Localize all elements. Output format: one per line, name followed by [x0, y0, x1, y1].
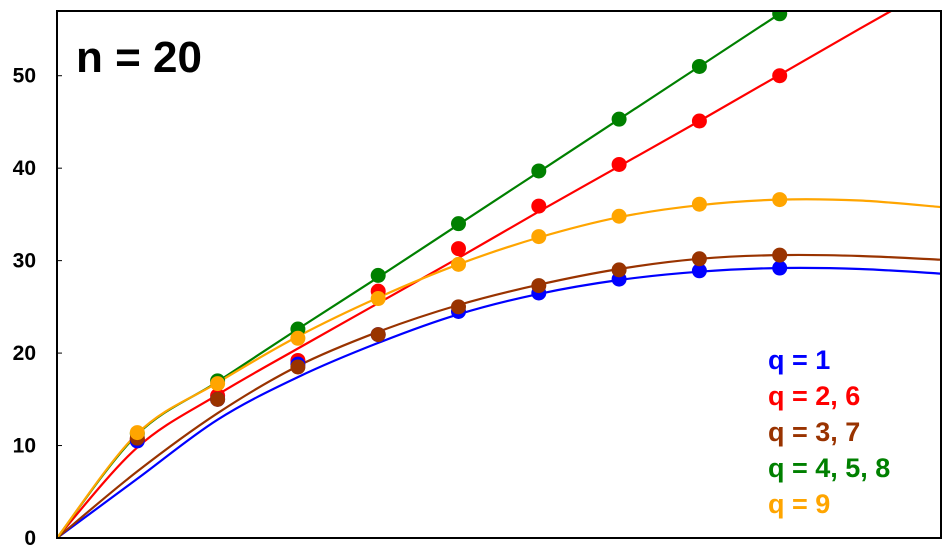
data-point-series-1: [611, 156, 627, 172]
y-tick-label: 20: [13, 342, 36, 365]
data-point-series-2: [370, 327, 386, 343]
data-point-series-3: [691, 58, 707, 74]
y-tick-label: 40: [13, 157, 36, 180]
y-tick-label: 0: [24, 527, 36, 550]
data-point-series-4: [691, 196, 707, 212]
legend: q = 1 q = 2, 6 q = 3, 7 q = 4, 5, 8 q = 9: [768, 345, 890, 519]
y-tick-label: 10: [13, 435, 36, 458]
data-point-series-3: [531, 163, 547, 179]
data-point-series-3: [370, 267, 386, 283]
plot-frame: [56, 10, 942, 539]
data-point-series-4: [290, 330, 306, 346]
chart-annotation: n = 20: [76, 33, 202, 82]
y-axis-tick-labels: 0 10 20 30 40 50: [13, 65, 62, 550]
legend-entry-0: q = 1: [768, 345, 830, 375]
data-point-series-4: [129, 425, 145, 441]
legend-entry-1: q = 2, 6: [768, 381, 860, 411]
data-point-series-4: [210, 376, 226, 392]
legend-entry-4: q = 9: [768, 489, 830, 519]
series-points: [129, 11, 788, 449]
data-point-series-1: [691, 113, 707, 129]
data-point-series-0: [772, 260, 788, 276]
data-point-series-4: [772, 192, 788, 208]
data-point-series-1: [531, 198, 547, 214]
data-point-series-4: [451, 256, 466, 272]
data-point-series-2: [531, 278, 547, 294]
legend-entry-3: q = 4, 5, 8: [768, 453, 890, 483]
data-point-series-2: [290, 359, 306, 375]
data-point-series-2: [451, 299, 466, 315]
data-point-series-3: [772, 11, 788, 22]
data-point-series-4: [370, 291, 386, 307]
legend-entry-2: q = 3, 7: [768, 417, 860, 447]
data-point-series-4: [611, 208, 627, 224]
y-tick-label: 50: [13, 65, 36, 88]
data-point-series-0: [691, 263, 707, 279]
data-point-series-2: [691, 251, 707, 267]
data-point-series-2: [772, 247, 788, 263]
data-point-series-1: [772, 68, 788, 84]
data-point-series-1: [451, 241, 466, 257]
data-point-series-3: [451, 216, 466, 232]
data-point-series-3: [611, 111, 627, 127]
data-point-series-4: [531, 229, 547, 245]
y-tick-label: 30: [13, 250, 36, 273]
data-point-series-2: [611, 262, 627, 278]
data-point-series-2: [210, 391, 226, 407]
